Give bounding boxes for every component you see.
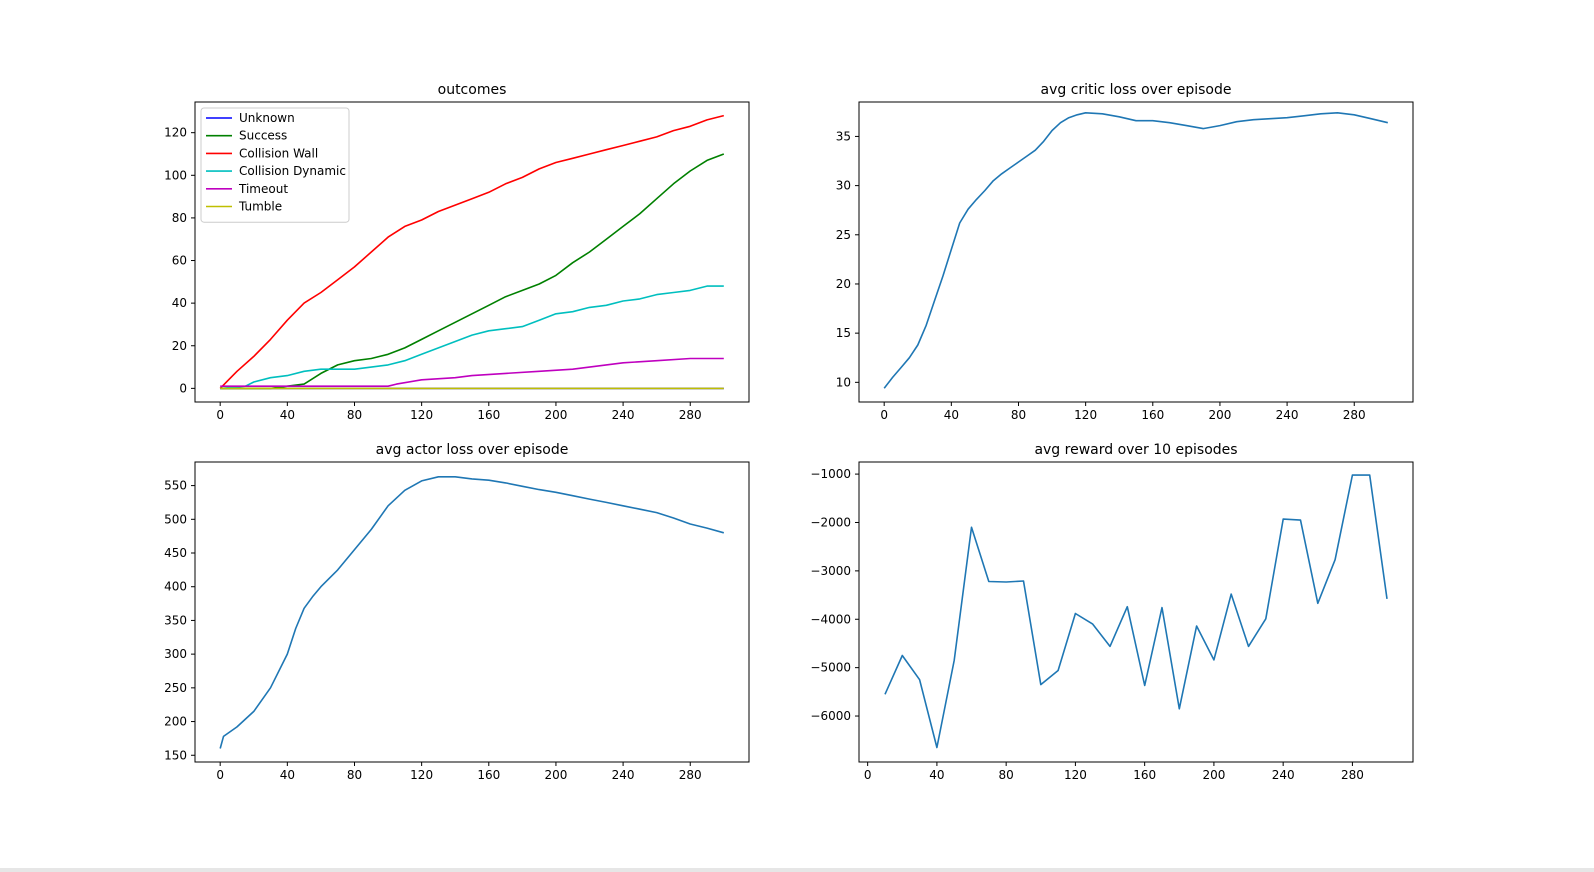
x-tick-label: 160 (1141, 408, 1164, 422)
x-tick-label: 120 (1064, 768, 1087, 782)
y-tick-label: 150 (164, 748, 187, 762)
x-tick-label: 0 (216, 768, 224, 782)
x-tick-label: 80 (999, 768, 1014, 782)
legend-label: Tumble (238, 200, 282, 214)
chart-title: outcomes (438, 82, 507, 98)
legend-label: Success (239, 129, 287, 143)
x-tick-label: 40 (929, 768, 944, 782)
y-tick-label: 35 (836, 129, 851, 143)
y-tick-label: −2000 (810, 515, 851, 529)
x-tick-label: 160 (1133, 768, 1156, 782)
bottom-bar (0, 868, 1594, 872)
x-tick-label: 200 (544, 408, 567, 422)
x-tick-label: 200 (544, 768, 567, 782)
x-tick-label: 120 (410, 408, 433, 422)
legend-label: Collision Wall (239, 146, 318, 160)
x-tick-label: 240 (1272, 768, 1295, 782)
x-tick-label: 280 (1343, 408, 1366, 422)
series-line-avg-reward (884, 474, 1388, 749)
series-line-collision-wall (219, 114, 724, 389)
y-tick-label: 550 (164, 479, 187, 493)
x-tick-label: 200 (1208, 408, 1231, 422)
x-tick-label: 200 (1202, 768, 1225, 782)
chart-4: avg reward over 10 episodes 0 40 80 120 160 20… (810, 442, 1414, 782)
y-tick-label: 40 (172, 296, 187, 310)
axes-frame (858, 461, 1414, 763)
x-tick-label: 280 (679, 768, 702, 782)
x-tick-label: 0 (864, 768, 872, 782)
x-tick-label: 240 (612, 408, 635, 422)
chart-title: avg reward over 10 episodes (1034, 442, 1237, 458)
chart-3: avg actor loss over episode 0 40 80 120 160 20… (164, 442, 750, 782)
x-tick-label: 80 (347, 408, 362, 422)
y-tick-label: 350 (164, 613, 187, 627)
y-tick-label: 60 (172, 254, 187, 268)
y-tick-label: 100 (164, 168, 187, 182)
y-tick-label: 30 (836, 179, 851, 193)
y-tick-label: 25 (836, 228, 851, 242)
x-tick-label: 80 (1011, 408, 1026, 422)
x-tick-label: 160 (477, 408, 500, 422)
series-line-timeout (220, 357, 724, 387)
x-tick-label: 280 (679, 408, 702, 422)
y-tick-label: 200 (164, 715, 187, 729)
y-tick-label: −6000 (810, 709, 851, 723)
y-tick-label: −3000 (810, 564, 851, 578)
x-tick-label: 120 (1074, 408, 1097, 422)
x-tick-label: 240 (1276, 408, 1299, 422)
y-tick-label: 400 (164, 580, 187, 594)
axes-frame (858, 101, 1414, 403)
y-tick-label: −4000 (810, 612, 851, 626)
x-tick-label: 0 (216, 408, 224, 422)
series-group (219, 476, 725, 749)
y-tick-label: 450 (164, 546, 187, 560)
x-tick-label: 40 (280, 408, 295, 422)
y-tick-label: 300 (164, 647, 187, 661)
x-tick-label: 120 (410, 768, 433, 782)
axes-frame (194, 461, 750, 763)
legend-label: Collision Dynamic (239, 164, 346, 178)
x-tick-label: 280 (1341, 768, 1364, 782)
y-tick-label: −5000 (810, 661, 851, 675)
series-group (884, 474, 1388, 749)
series-line-actor-loss (219, 476, 725, 749)
series-line-success (220, 153, 725, 390)
chart-2: avg critic loss over episode 0 40 80 120 160 2… (836, 82, 1414, 422)
series-line-critic-loss (883, 112, 1388, 389)
axes-frame (194, 101, 750, 403)
y-tick-label: 20 (172, 339, 187, 353)
y-tick-label: 0 (179, 381, 187, 395)
y-tick-label: 120 (164, 126, 187, 140)
y-tick-label: 500 (164, 512, 187, 526)
series-line-collision-dynamic (220, 285, 724, 390)
chart-title: avg actor loss over episode (376, 442, 569, 458)
series-group (883, 112, 1388, 389)
series-group (219, 114, 725, 390)
y-tick-label: 20 (836, 277, 851, 291)
y-tick-label: 250 (164, 681, 187, 695)
x-tick-label: 0 (880, 408, 888, 422)
y-tick-label: 80 (172, 211, 187, 225)
y-tick-label: 15 (836, 326, 851, 340)
chart-title: avg critic loss over episode (1041, 82, 1232, 98)
x-tick-label: 160 (477, 768, 500, 782)
legend-label: Unknown (239, 111, 295, 125)
x-tick-label: 40 (280, 768, 295, 782)
legend-label: Timeout (238, 182, 288, 196)
chart-1: outcomes 0 40 80 120 160 200 240 280 0 20 40 60 80 100… (164, 82, 750, 422)
x-tick-label: 80 (347, 768, 362, 782)
legend: Unknown Success Collision Wall Collision Dy… (200, 107, 350, 223)
legend-frame (200, 107, 350, 223)
y-tick-label: −1000 (810, 467, 851, 481)
y-tick-label: 10 (836, 375, 851, 389)
x-tick-label: 240 (612, 768, 635, 782)
x-tick-label: 40 (944, 408, 959, 422)
